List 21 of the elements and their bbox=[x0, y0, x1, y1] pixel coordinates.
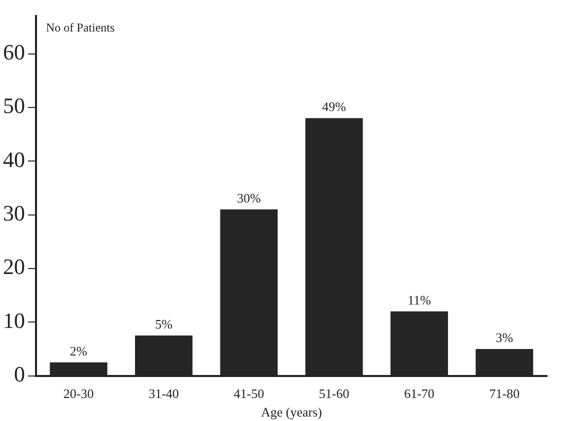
y-tick-label: 10 bbox=[3, 308, 25, 333]
annotation: 5% bbox=[155, 316, 173, 332]
y-tick-label: 30 bbox=[3, 200, 25, 226]
y-tick-label: 20 bbox=[3, 254, 25, 280]
x-tick-label: 61-70 bbox=[404, 386, 434, 402]
y-tick-label: 50 bbox=[3, 93, 25, 118]
annotation: 11% bbox=[408, 292, 432, 308]
x-tick-label: 41-50 bbox=[234, 386, 264, 402]
annotation: 30% bbox=[236, 190, 261, 206]
x-tick-label: 31-40 bbox=[148, 386, 179, 402]
x-tick-label: 71-80 bbox=[489, 386, 520, 402]
annotation: 3% bbox=[496, 330, 514, 345]
x-tick-label: 20-30 bbox=[63, 386, 94, 402]
y-tick-label: 60 bbox=[3, 40, 25, 65]
x-axis-title: Age (years) bbox=[261, 404, 322, 420]
y-tick-label: 0 bbox=[14, 362, 25, 387]
y-tick-label: 40 bbox=[3, 146, 25, 172]
y-axis-title: No of Patients bbox=[46, 20, 115, 34]
annotation: 2% bbox=[70, 343, 88, 358]
annotation: 49% bbox=[322, 99, 346, 114]
x-tick-label: 51-60 bbox=[318, 386, 350, 402]
